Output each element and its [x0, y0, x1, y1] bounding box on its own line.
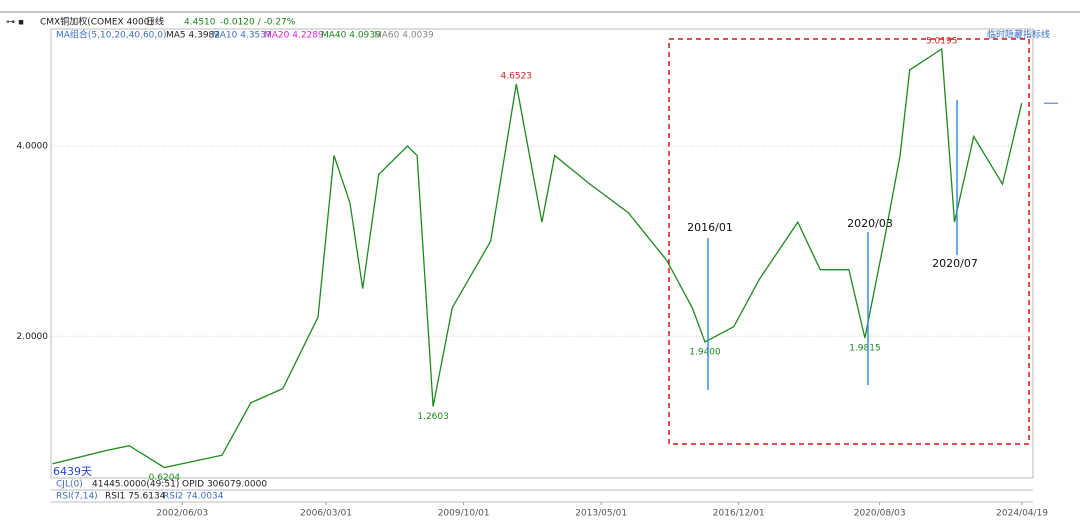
x-tick-label: 2002/06/03: [156, 509, 208, 519]
rsi1: RSI1 75.6134: [105, 492, 166, 502]
hide-indicator-button[interactable]: 临时隐藏指标线: [987, 29, 1050, 41]
ma40: MA40 4.0939: [321, 31, 381, 41]
y-tick-label: 2.0000: [17, 332, 49, 342]
annotation-label: 2020/07: [932, 257, 978, 270]
change: -0.0120 / -0.27%: [220, 18, 296, 28]
days-count: 6439天: [53, 465, 92, 478]
price: 4.4510: [184, 18, 216, 28]
x-tick-label: 2006/03/01: [300, 509, 352, 519]
y-tick-label: 4.0000: [17, 142, 49, 152]
x-tick-label: 2016/12/01: [713, 509, 765, 519]
period[interactable]: 日线: [146, 16, 164, 28]
ma-group[interactable]: MA组合(5,10,20,40,60,0): [56, 29, 167, 41]
x-tick-label: 2020/08/03: [854, 509, 906, 519]
opid: OPID 306079.0000: [182, 480, 267, 490]
ma10: MA10 4.3537: [212, 31, 272, 41]
link-icon[interactable]: ⊶ ▪: [6, 18, 24, 28]
highlight-box: [668, 38, 1030, 445]
rsi-label[interactable]: RSI(7,14): [56, 492, 98, 502]
annotation-label: 2020/03: [847, 217, 893, 230]
ma20: MA20 4.2289: [264, 31, 324, 41]
extreme-label: 5.0195: [926, 37, 958, 47]
ma5: MA5 4.3982: [166, 31, 220, 41]
price-line: [52, 47, 1023, 469]
x-tick-label: 2024/04/19: [996, 509, 1048, 519]
extreme-label: 1.9815: [849, 344, 881, 354]
extreme-label: 1.2603: [417, 412, 449, 422]
x-tick-label: 2013/05/01: [575, 509, 627, 519]
plot-frame: [50, 28, 1034, 479]
annotation-label: 2016/01: [687, 221, 733, 234]
cjl-label[interactable]: CJL(0): [56, 480, 83, 490]
cjl-value: 41445.0000(49:51): [92, 480, 179, 490]
ma60: MA60 4.0039: [374, 31, 434, 41]
symbol[interactable]: CMX铜加权(COMEX 4000): [40, 16, 153, 28]
rsi2: RSI2 74.0034: [163, 492, 224, 502]
extreme-label: 0.6204: [149, 473, 181, 483]
extreme-label: 4.6523: [501, 71, 533, 81]
extreme-label: 1.9400: [689, 347, 721, 357]
x-tick-label: 2009/10/01: [438, 509, 490, 519]
